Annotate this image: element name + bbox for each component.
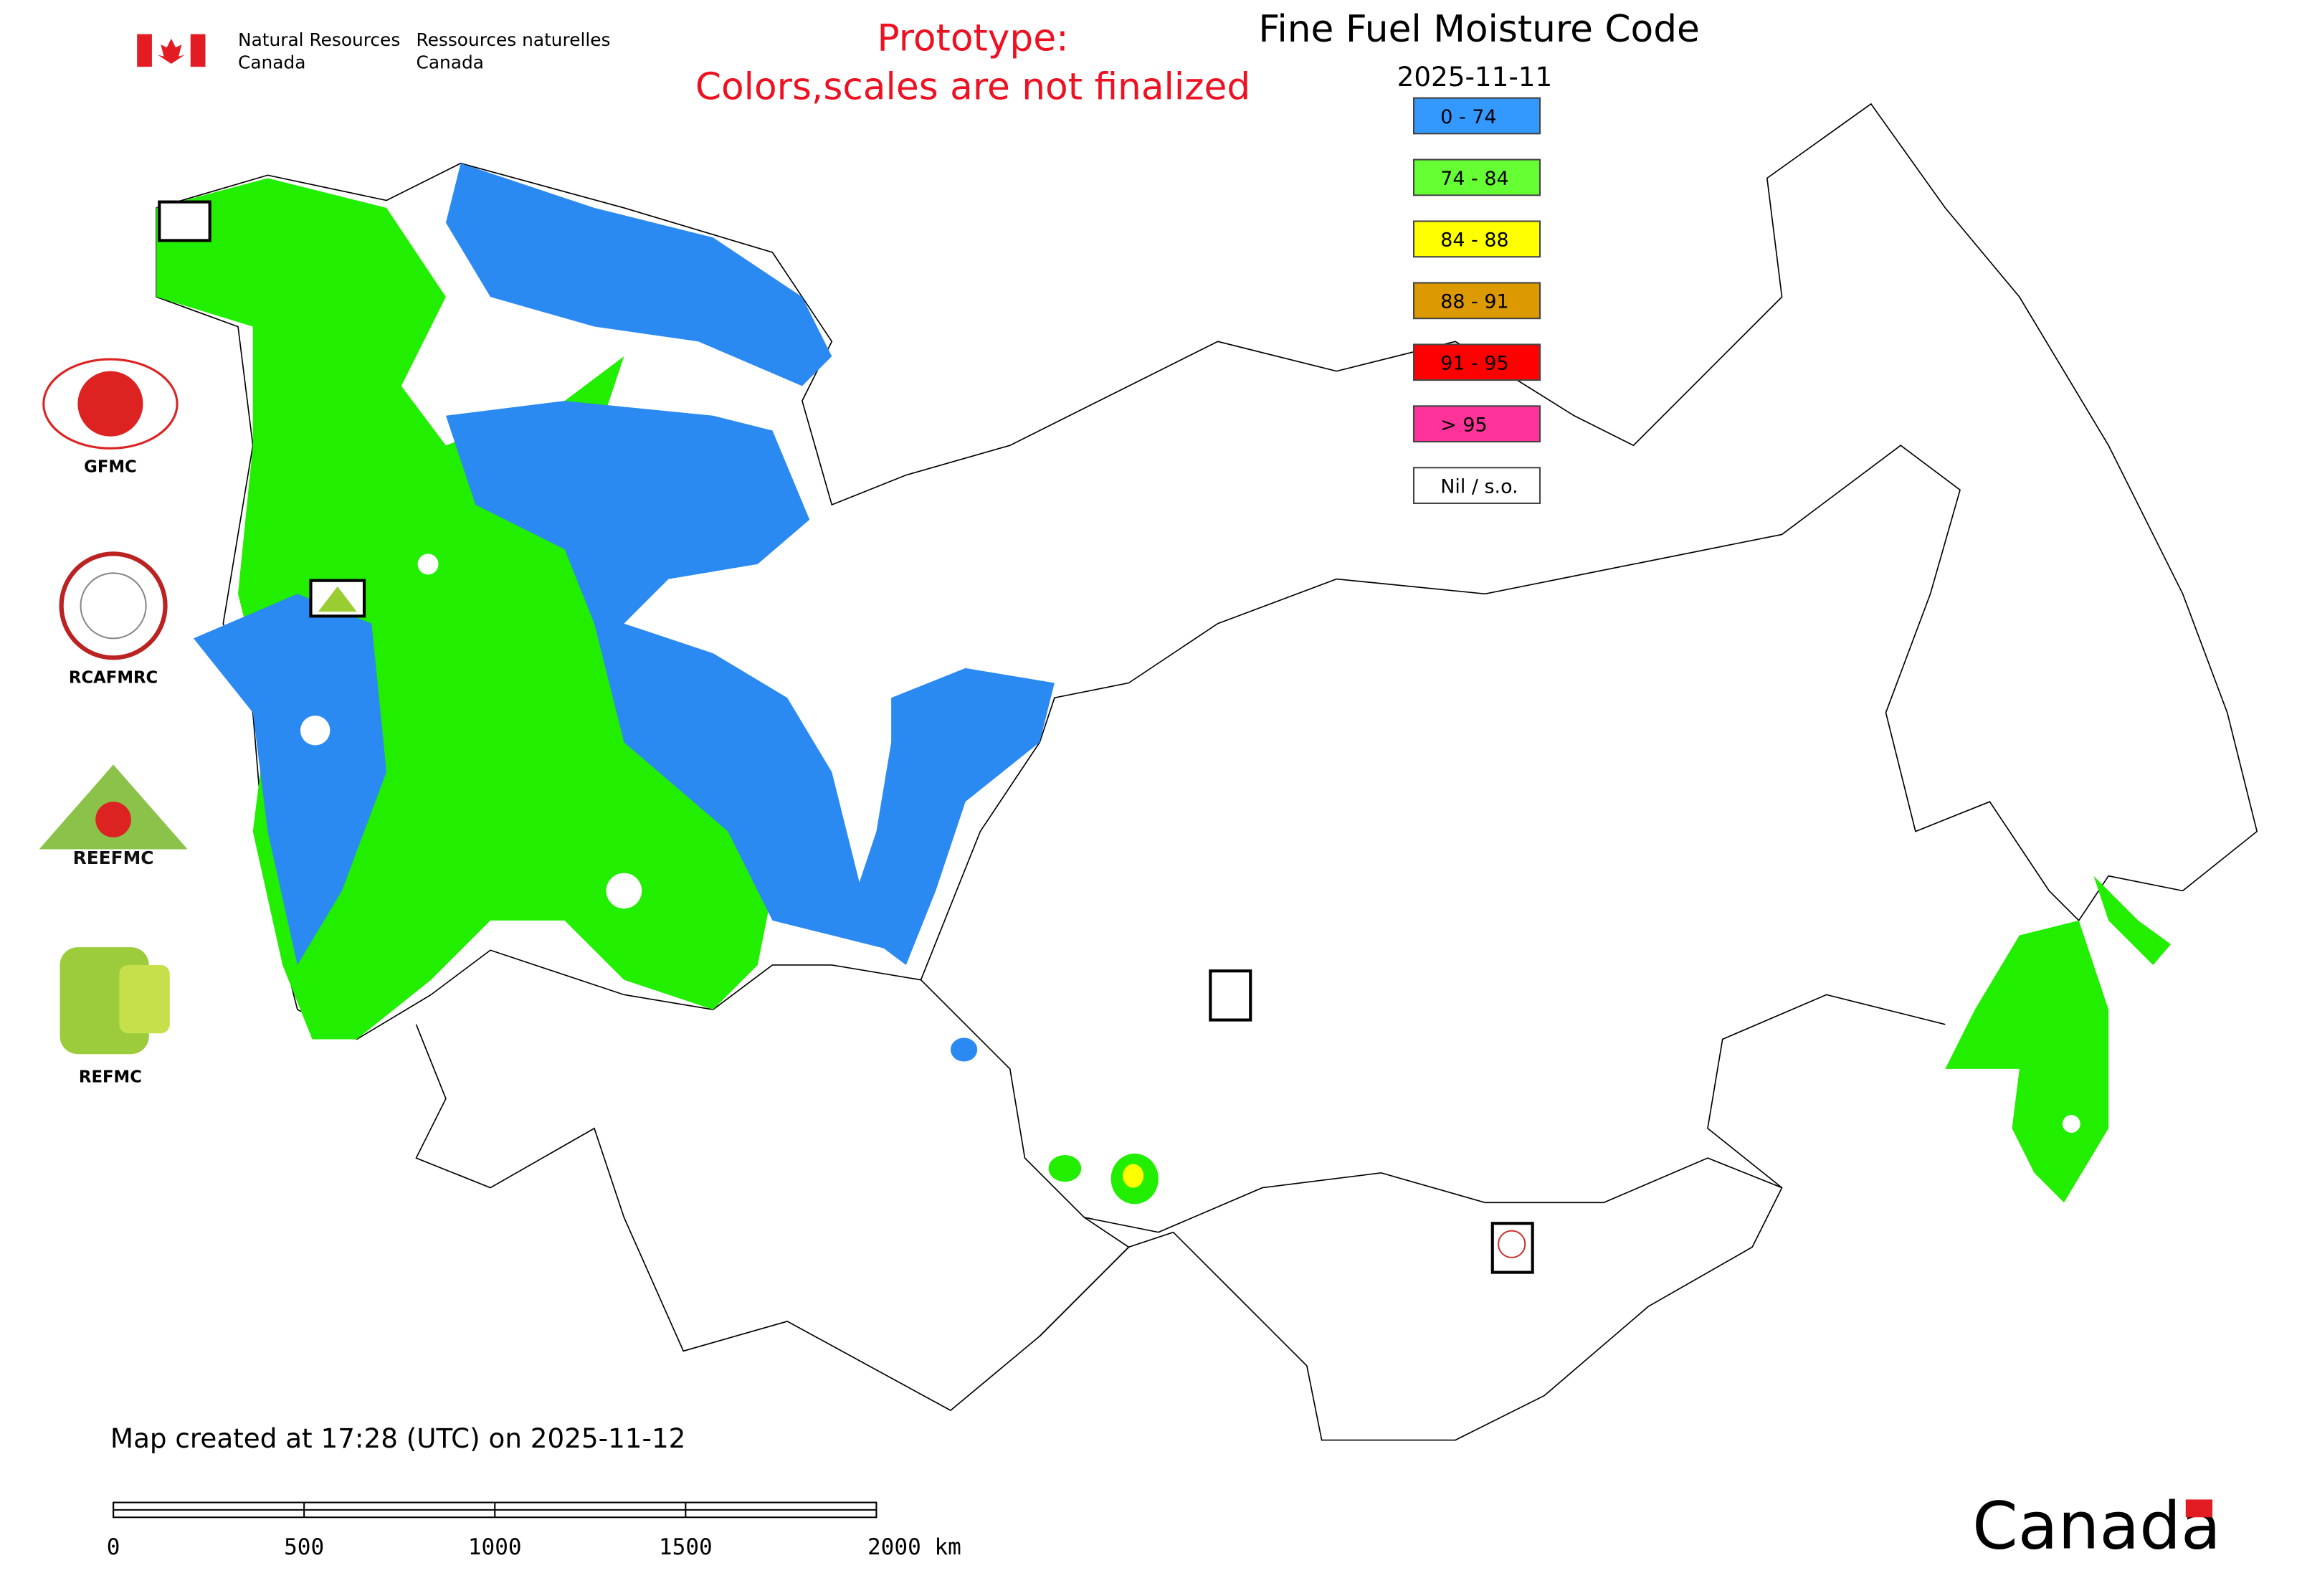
badge-icon (1498, 1230, 1526, 1258)
logo-label: GFMC (84, 457, 137, 476)
badge (158, 200, 211, 242)
map-title: Fine Fuel Moisture Code (1258, 8, 1700, 51)
green-area (1048, 1155, 1082, 1182)
border (920, 979, 1782, 1233)
legend-swatch (1412, 282, 1541, 320)
blue-area (193, 594, 387, 965)
wordmark: Canada (1972, 1488, 2221, 1564)
notice: Prototype: (877, 16, 1068, 60)
legend-label: > 95 (1440, 414, 1487, 437)
border (1039, 1217, 1130, 1337)
scale-label: 2000 km (867, 1534, 961, 1560)
legend-label: 88 - 91 (1440, 291, 1508, 313)
maple-leaf (158, 38, 185, 65)
map-date: 2025-11-11 (1397, 61, 1553, 92)
flag-bar (137, 34, 152, 67)
logo-icon (77, 371, 143, 437)
no-data-spot (300, 716, 330, 746)
blue-area (445, 401, 892, 951)
scale-label: 1500 (659, 1534, 713, 1560)
scale-label: 500 (284, 1534, 324, 1560)
legend-swatch (1412, 158, 1541, 196)
border (415, 994, 1946, 1441)
legend-swatch (1412, 467, 1541, 505)
logo-label: REFMC (79, 1068, 142, 1087)
legend-swatch (1412, 343, 1541, 381)
logo-icon (42, 358, 179, 450)
logo-icon (59, 551, 168, 660)
no-data-spot (2062, 1115, 2080, 1133)
blue-area (950, 1037, 978, 1062)
agency-en: Natural Resources (238, 29, 400, 50)
logo-label: REEFMC (73, 847, 154, 868)
scale-bar: 0 500 1000 1500 2000 km (107, 1501, 961, 1560)
logo-icon (80, 572, 147, 640)
legend-label: Nil / s.o. (1440, 475, 1518, 498)
flag-bar (190, 34, 206, 67)
badge-icon (318, 586, 357, 612)
logo-label: RCAFMRC (69, 669, 158, 688)
legend-label: 91 - 95 (1440, 353, 1508, 375)
legend-swatch (1412, 220, 1541, 258)
no-data-spot (606, 873, 642, 909)
scale-label: 0 (107, 1534, 120, 1560)
coastline (156, 103, 2258, 1040)
blue-area (847, 668, 1055, 965)
legend: 0 - 74 74 - 84 84 - 88 88 - 91 91 - 95 > 95 Ni… (1412, 97, 1541, 505)
agency-fr: Canada (417, 52, 484, 72)
agency-en: Canada (238, 52, 305, 72)
legend-label: 0 - 74 (1440, 106, 1496, 128)
wordmark-flag (2185, 1499, 2213, 1518)
legend-label: 84 - 88 (1440, 229, 1508, 252)
scale-label: 1000 (468, 1534, 522, 1560)
green-area (1945, 920, 2109, 1203)
logo-icon (95, 802, 131, 837)
yellow-area (1123, 1164, 1144, 1188)
legend-swatch (1412, 97, 1541, 135)
badge (1209, 969, 1252, 1022)
created-note: Map created at 17:28 (UTC) on 2025-11-12 (110, 1422, 685, 1454)
agency-fr: Ressources naturelles (417, 29, 611, 50)
blue-area (445, 163, 832, 386)
notice: Colors,scales are not finalized (695, 66, 1250, 109)
legend-swatch (1412, 405, 1541, 443)
flag (137, 34, 206, 67)
logo-icon (119, 964, 170, 1034)
green-area (2093, 875, 2172, 965)
no-data-spot (417, 554, 439, 575)
legend-label: 74 - 84 (1440, 168, 1508, 190)
